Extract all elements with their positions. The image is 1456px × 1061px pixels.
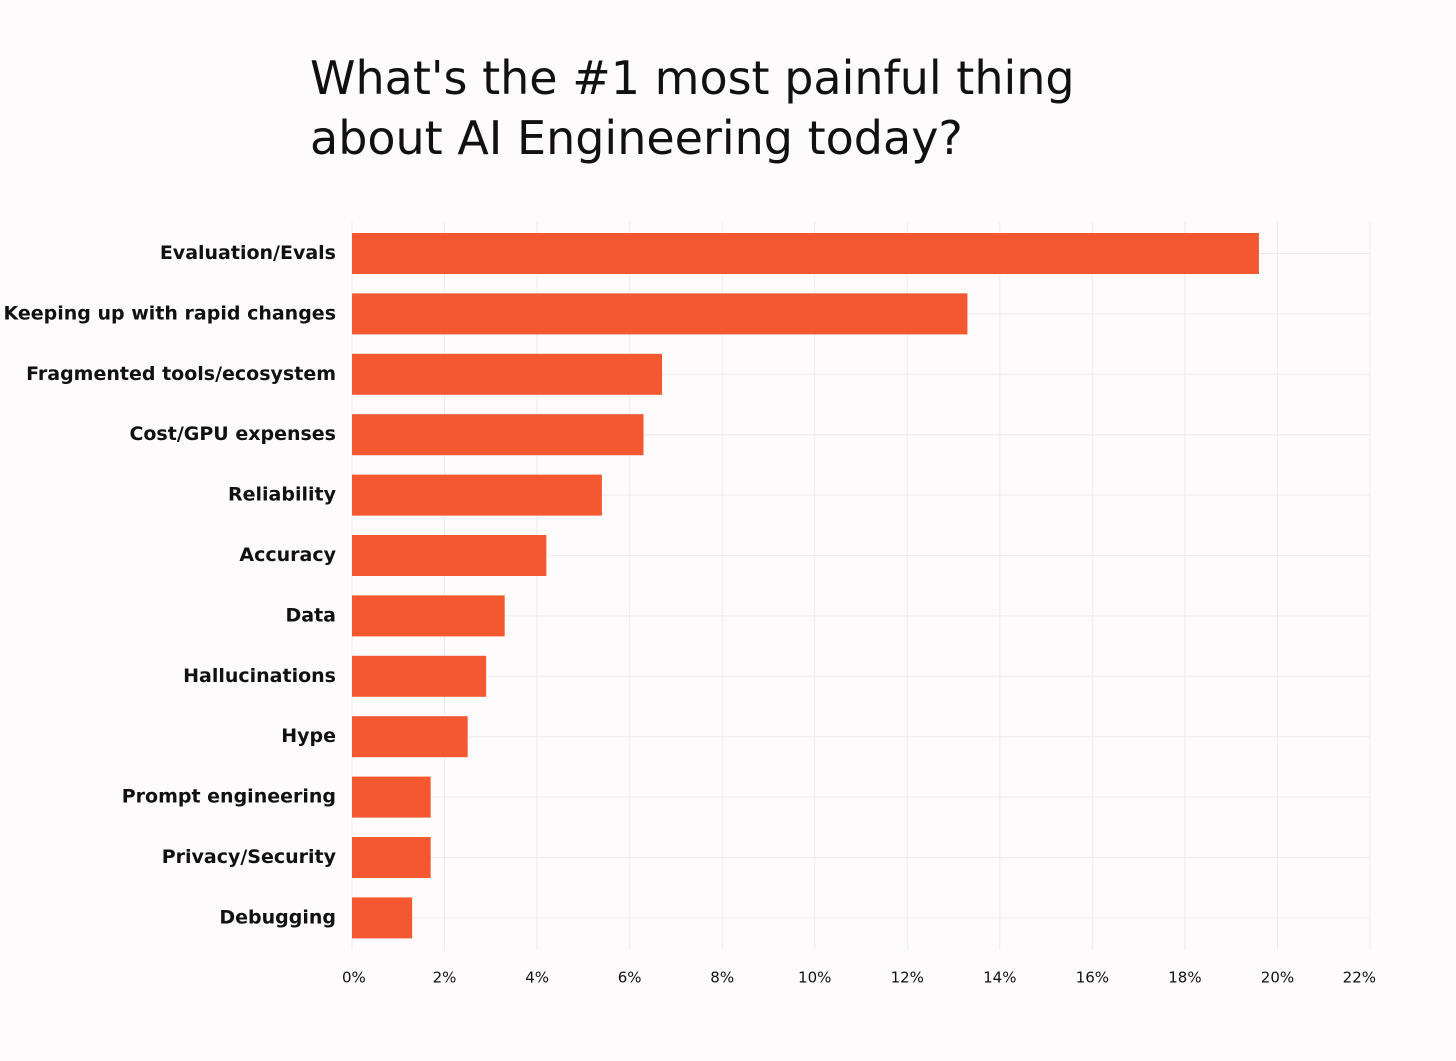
category-label: Reliability bbox=[228, 484, 337, 506]
x-tick-label: 12% bbox=[891, 969, 924, 987]
category-label: Privacy/Security bbox=[162, 846, 337, 868]
x-tick-label: 2% bbox=[433, 969, 457, 987]
category-label: Prompt engineering bbox=[122, 786, 336, 808]
category-label: Evaluation/Evals bbox=[160, 242, 336, 264]
category-label: Cost/GPU expenses bbox=[129, 423, 336, 445]
grid-lines bbox=[351, 222, 1371, 950]
bars bbox=[352, 233, 1259, 939]
chart-title: What's the #1 most painful thing about A… bbox=[310, 51, 1075, 165]
x-tick-label: 18% bbox=[1168, 969, 1201, 987]
category-label: Accuracy bbox=[239, 544, 336, 566]
bar bbox=[352, 293, 968, 335]
bar bbox=[352, 837, 431, 878]
bar bbox=[352, 535, 547, 576]
category-label: Fragmented tools/ecosystem bbox=[26, 363, 336, 385]
bar bbox=[352, 474, 602, 516]
x-tick-label: 10% bbox=[798, 969, 831, 987]
bar bbox=[352, 897, 413, 939]
bar bbox=[352, 655, 487, 697]
category-label: Keeping up with rapid changes bbox=[4, 302, 337, 324]
x-tick-label: 4% bbox=[525, 969, 549, 987]
bar bbox=[352, 414, 644, 456]
x-tick-label: 20% bbox=[1261, 969, 1294, 987]
bar bbox=[352, 716, 468, 758]
x-tick-label: 0% bbox=[342, 969, 366, 987]
x-tick-label: 6% bbox=[618, 969, 642, 987]
category-labels: Evaluation/Evals Keeping up with rapid ch… bbox=[4, 242, 337, 928]
bar bbox=[352, 776, 431, 818]
bar bbox=[352, 353, 663, 395]
x-tick-label: 14% bbox=[983, 969, 1016, 987]
x-tick-label: 8% bbox=[710, 969, 734, 987]
x-tick-label: 22% bbox=[1343, 969, 1376, 987]
category-label: Hype bbox=[281, 725, 336, 747]
category-label: Hallucinations bbox=[183, 665, 336, 687]
x-axis-tick-labels: 0% 2% 4% 6% 8% 10% 12% 14% 16% 18% 20% 22% bbox=[342, 969, 1376, 987]
x-tick-label: 16% bbox=[1076, 969, 1109, 987]
bar bbox=[352, 595, 505, 637]
category-label: Data bbox=[286, 604, 337, 626]
category-label: Debugging bbox=[219, 906, 336, 928]
bar bbox=[352, 233, 1259, 274]
